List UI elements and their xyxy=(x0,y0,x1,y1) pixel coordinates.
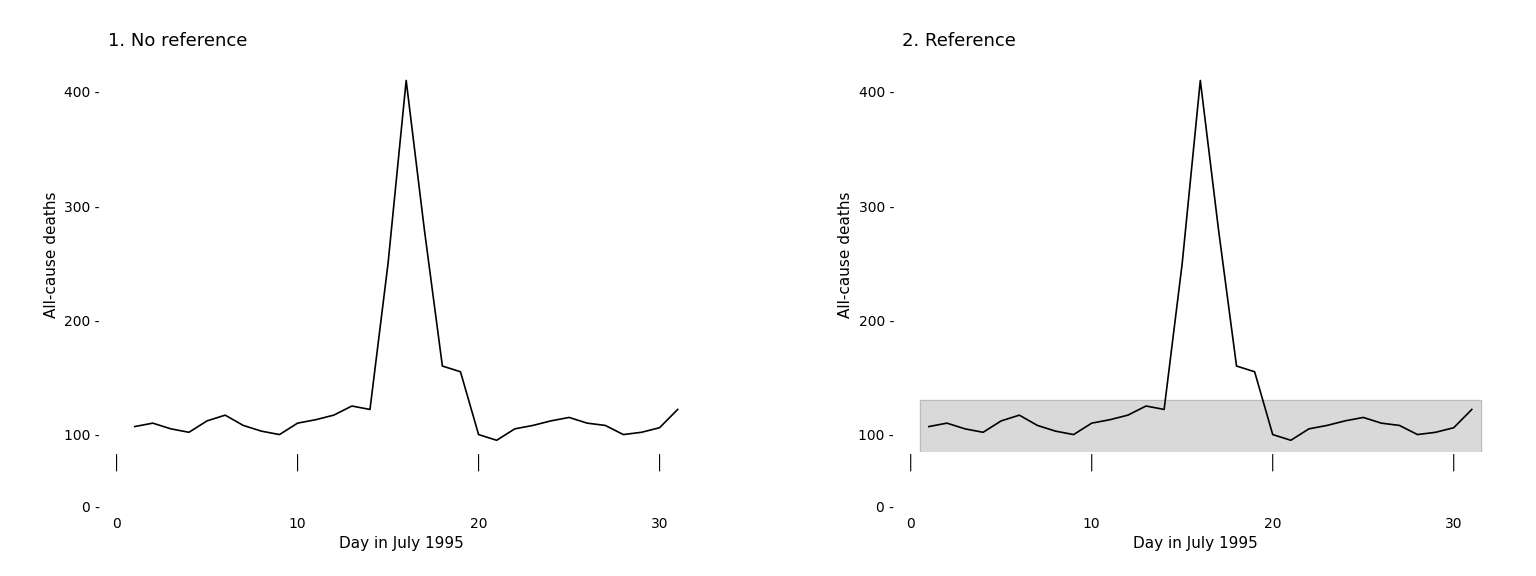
Y-axis label: All-cause deaths: All-cause deaths xyxy=(837,191,852,318)
Bar xyxy=(920,400,1481,469)
X-axis label: Day in July 1995: Day in July 1995 xyxy=(339,536,464,551)
X-axis label: Day in July 1995: Day in July 1995 xyxy=(1134,536,1258,551)
Text: 2. Reference: 2. Reference xyxy=(902,32,1015,51)
Y-axis label: All-cause deaths: All-cause deaths xyxy=(43,191,58,318)
Text: 1. No reference: 1. No reference xyxy=(108,32,247,51)
